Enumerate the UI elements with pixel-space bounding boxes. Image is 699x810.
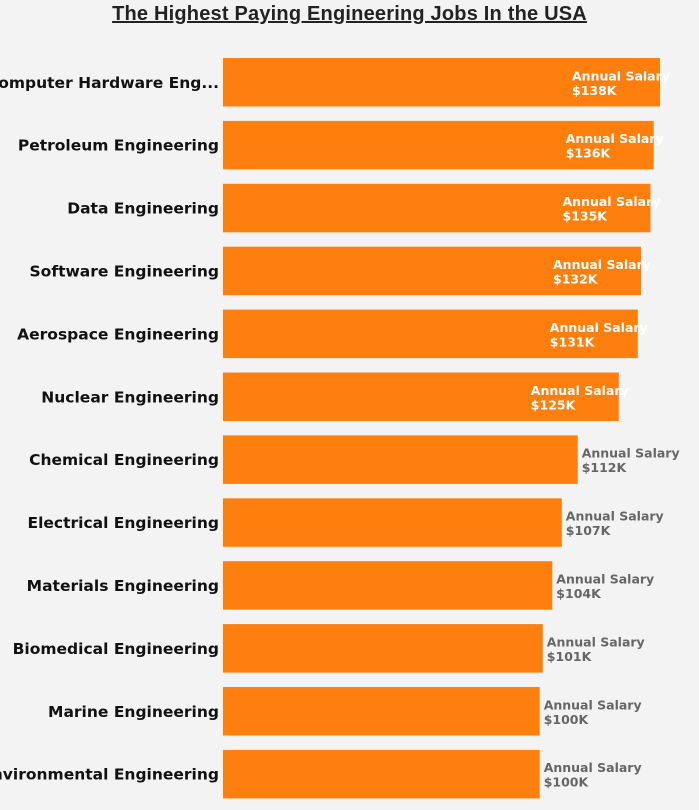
- data-label-series: Annual Salary: [572, 68, 670, 83]
- data-label-value: $136K: [566, 146, 612, 161]
- data-label-value: $101K: [547, 649, 593, 664]
- bar-group: Marine Engineering Annual Salary$100K: [48, 687, 642, 736]
- bar-group: Materials Engineering Annual Salary$104K: [27, 561, 654, 610]
- bar[interactable]: [223, 58, 660, 107]
- bar[interactable]: [223, 183, 651, 233]
- data-label-value: $104K: [556, 586, 602, 601]
- bar-group: Software Engineering Annual Salary$132K: [30, 246, 651, 296]
- bar[interactable]: [223, 561, 553, 610]
- bar[interactable]: [223, 498, 562, 547]
- data-label-series: Annual Salary: [563, 194, 661, 209]
- bar-group: Electrical Engineering Annual Salary$107K: [27, 498, 664, 547]
- category-label: Chemical Engineering: [29, 451, 219, 469]
- data-label-series: Annual Salary: [556, 572, 654, 587]
- bar-group: Biomedical Engineering Annual Salary$101K: [13, 624, 645, 673]
- bar[interactable]: [223, 309, 638, 359]
- data-label-value: $125K: [531, 397, 577, 412]
- category-label: Computer Hardware Eng...: [0, 74, 219, 92]
- category-label: Nuclear Engineering: [41, 388, 219, 406]
- data-label-value: $138K: [572, 83, 618, 98]
- category-label: Biomedical Engineering: [13, 640, 219, 658]
- bar[interactable]: [223, 120, 654, 170]
- data-label-value: $131K: [550, 334, 596, 349]
- data-label-series: Annual Salary: [531, 383, 629, 398]
- data-label-series: Annual Salary: [582, 446, 680, 461]
- category-label: Petroleum Engineering: [18, 137, 219, 155]
- category-label: Environmental Engineering: [0, 766, 219, 784]
- data-label-series: Annual Salary: [544, 697, 642, 712]
- data-label-value: $132K: [553, 271, 599, 286]
- category-label: Electrical Engineering: [27, 514, 219, 532]
- chart-title: The Highest Paying Engineering Jobs In t…: [112, 3, 587, 25]
- category-label: Software Engineering: [30, 262, 219, 280]
- data-label-series: Annual Salary: [550, 320, 648, 335]
- bar[interactable]: [223, 624, 543, 673]
- data-label-series: Annual Salary: [553, 257, 651, 272]
- bar-group: Data Engineering Annual Salary$135K: [67, 183, 661, 233]
- bar-group: Nuclear Engineering Annual Salary$125K: [41, 372, 629, 422]
- data-label-series: Annual Salary: [547, 634, 645, 649]
- bar-group: Aerospace Engineering Annual Salary$131K: [17, 309, 648, 359]
- bar-group: Petroleum Engineering Annual Salary$136K: [18, 120, 664, 170]
- bar[interactable]: [223, 749, 540, 799]
- category-label: Data Engineering: [67, 200, 219, 218]
- data-label-series: Annual Salary: [566, 509, 664, 524]
- data-label-value: $100K: [544, 712, 590, 727]
- bar-group: Environmental Engineering Annual Salary$1…: [0, 749, 642, 799]
- data-label-value: $112K: [582, 460, 628, 475]
- data-label-value: $135K: [563, 209, 609, 224]
- data-label-value: $107K: [566, 523, 612, 538]
- bar-group: Chemical Engineering Annual Salary$112K: [29, 435, 680, 484]
- category-label: Materials Engineering: [27, 577, 219, 595]
- bar[interactable]: [223, 246, 641, 296]
- bar[interactable]: [223, 435, 578, 484]
- data-label-value: $100K: [544, 775, 590, 790]
- bar-group: Computer Hardware Eng... Annual Salary$13…: [0, 58, 670, 107]
- category-label: Marine Engineering: [48, 703, 219, 721]
- data-label-series: Annual Salary: [566, 131, 664, 146]
- data-label-series: Annual Salary: [544, 760, 642, 775]
- category-label: Aerospace Engineering: [17, 325, 219, 343]
- bar[interactable]: [223, 687, 540, 736]
- bar[interactable]: [223, 372, 619, 422]
